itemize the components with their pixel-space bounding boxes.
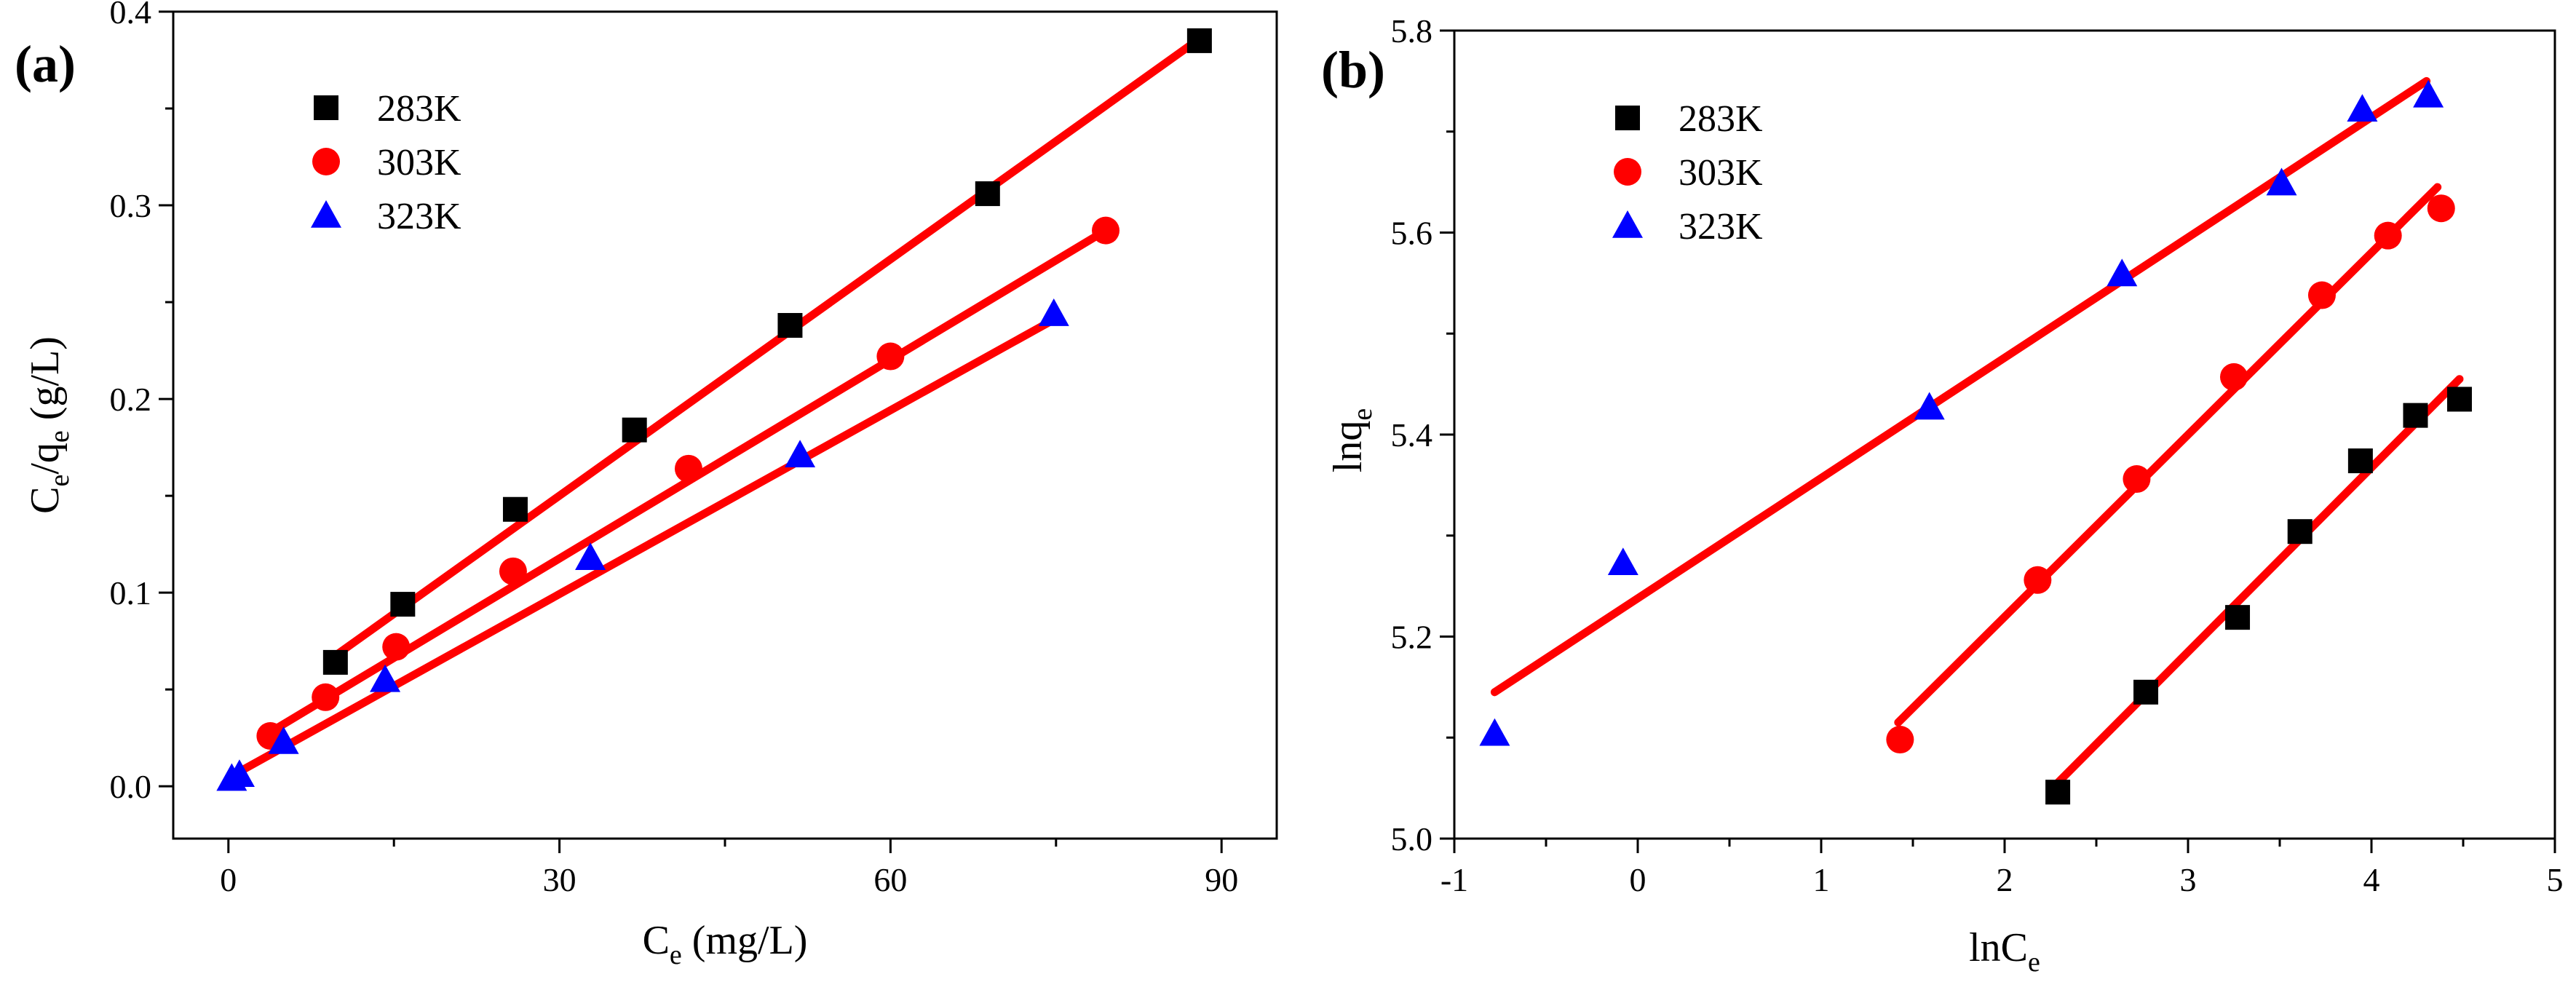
panel-a-point-303K: [312, 683, 340, 711]
panel-b-ticks: -1 0 1 2 3 4 5 5.0 5.2 5.4 5.6 5.8: [1391, 12, 2564, 898]
panel-a-x-tick-label: 30: [543, 861, 576, 898]
panel-a-point-303K: [674, 454, 702, 483]
panel-a-y-axis-title: Ce/qe (g/L): [23, 336, 75, 514]
panel-b-legend-label-323K: 323K: [1679, 206, 1763, 248]
panel-b-y-tick-label: 5.4: [1391, 416, 1433, 454]
panel-a-y-tick-label: 0.1: [110, 574, 152, 611]
panel-a-point-323K: [223, 759, 255, 788]
panel-a-legend-marker-283K: [314, 95, 338, 120]
panel-a-point-283K: [975, 181, 1000, 207]
panel-a-point-303K: [876, 342, 905, 371]
panel-b-legend-marker-323K: [1612, 210, 1643, 238]
panel-a-legend-label-303K: 303K: [377, 142, 461, 183]
panel-a: (a) Ce (mg/L) Ce/qe (g/L) 0 30 60 900.00.10…: [15, 0, 1278, 970]
panel-b-point-283K: [2287, 519, 2313, 544]
panel-b-frame: [1453, 29, 2556, 840]
panel-a-point-323K: [575, 542, 606, 571]
panel-a-point-323K: [370, 664, 401, 692]
panel-b-point-303K: [2427, 194, 2455, 223]
panel-b-y-tick-label: 5.6: [1391, 215, 1433, 252]
panel-b-x-tick-label: 4: [2363, 861, 2380, 898]
panel-b-point-323K: [2107, 258, 2138, 287]
panel-b-point-283K: [2045, 780, 2071, 805]
panel-a-markers: [216, 28, 1212, 791]
panel-b-x-tick-label: 5: [2547, 861, 2564, 898]
panel-b-point-323K: [2347, 94, 2378, 122]
panel-a-y-tick-label: 0.3: [110, 187, 152, 224]
panel-b-y-axis-title: lnqe: [1325, 408, 1378, 472]
panel-a-legend-label-283K: 283K: [377, 88, 461, 130]
panel-a-point-283K: [322, 649, 348, 675]
panel-b-point-323K: [2413, 79, 2444, 108]
panel-a-x-axis-title: Ce (mg/L): [643, 918, 808, 970]
panel-b-legend-label-303K: 303K: [1679, 152, 1763, 194]
panel-b-point-323K: [1607, 547, 1638, 576]
panel-a-point-283K: [777, 312, 803, 338]
panel-b-point-303K: [1886, 726, 1914, 754]
panel-a-x-tick-label: 0: [220, 861, 237, 898]
panel-b-fit-line-283K: [2046, 375, 2464, 794]
panel-a-y-tick-label: 0.2: [110, 381, 152, 418]
panel-b-fit-lines: [1490, 76, 2464, 794]
panel-b-point-303K: [2374, 221, 2402, 250]
panel-a-legend-marker-323K: [311, 200, 341, 228]
panel-a-x-tick-label: 60: [873, 861, 907, 898]
panel-a-fit-line-283K: [331, 34, 1204, 660]
panel-b-y-tick-label: 5.2: [1391, 619, 1433, 656]
panel-b-legend-label-283K: 283K: [1679, 98, 1763, 140]
panel-b-x-axis-title: lnCe: [1969, 925, 2040, 978]
panel-b-point-283K: [2347, 448, 2373, 474]
panel-b-x-tick-label: 0: [1630, 861, 1646, 898]
panel-b-point-283K: [2446, 387, 2472, 412]
panel-a-point-323K: [268, 726, 299, 754]
panel-b-y-tick-label: 5.8: [1391, 12, 1433, 50]
panel-b-point-303K: [2220, 363, 2248, 391]
panel-a-legend-label-323K: 323K: [377, 196, 461, 237]
panel-b-y-tick-label: 5.0: [1391, 820, 1433, 858]
panel-b-point-323K: [2266, 167, 2297, 196]
panel-b-markers: [1479, 79, 2472, 805]
panel-b-legend-marker-283K: [1615, 106, 1640, 130]
panel-a-fit-lines: [226, 34, 1204, 781]
panel-a-legend-marker-303K: [312, 148, 340, 175]
panel-b-x-tick-label: 3: [2180, 861, 2197, 898]
panel-a-point-283K: [502, 496, 528, 522]
panel-a-fit-line-323K: [226, 315, 1058, 781]
panel-b-label: (b): [1321, 41, 1385, 99]
panel-b: (b) lnCe lnqe -1 0 1 2 3 4 5 5.0 5.2 5.4 5.6 5.8 28…: [1321, 12, 2564, 978]
panel-a-y-tick-label: 0.4: [110, 0, 152, 31]
panel-a-point-303K: [499, 557, 527, 585]
panel-a-point-323K: [1038, 298, 1069, 326]
panel-a-y-tick-label: 0.0: [110, 768, 152, 805]
panel-b-point-323K: [1479, 718, 1510, 746]
panel-b-fit-line-303K: [1894, 183, 2442, 726]
panel-b-x-tick-label: -1: [1440, 861, 1468, 898]
panel-a-point-283K: [1186, 28, 1212, 53]
panel-b-fit-line-323K: [1490, 76, 2431, 697]
panel-a-point-323K: [785, 440, 816, 468]
panel-b-legend: 283K 303K 323K: [1612, 98, 1763, 248]
panel-a-point-303K: [1092, 216, 1120, 245]
panel-b-point-303K: [2307, 281, 2336, 309]
panel-b-point-283K: [2225, 605, 2251, 630]
panel-a-ticks: 0 30 60 90 0.0 0.1 0.2 0.3 0.4: [110, 0, 1239, 898]
panel-b-point-303K: [2024, 566, 2052, 594]
panel-b-x-tick-label: 2: [1997, 861, 2013, 898]
panel-a-legend: 283K 303K 323K: [311, 88, 461, 237]
panel-b-x-tick-label: 1: [1813, 861, 1830, 898]
panel-b-legend-marker-303K: [1614, 158, 1641, 186]
panel-a-x-tick-label: 90: [1205, 861, 1238, 898]
panel-a-point-283K: [622, 417, 647, 443]
panel-b-point-323K: [1914, 392, 1945, 420]
panel-a-label: (a): [15, 35, 76, 93]
panel-b-point-283K: [2403, 403, 2428, 428]
panel-b-point-283K: [2133, 679, 2159, 705]
panel-a-point-303K: [382, 633, 411, 661]
panel-b-point-303K: [2123, 465, 2151, 494]
panel-a-point-283K: [390, 592, 416, 617]
